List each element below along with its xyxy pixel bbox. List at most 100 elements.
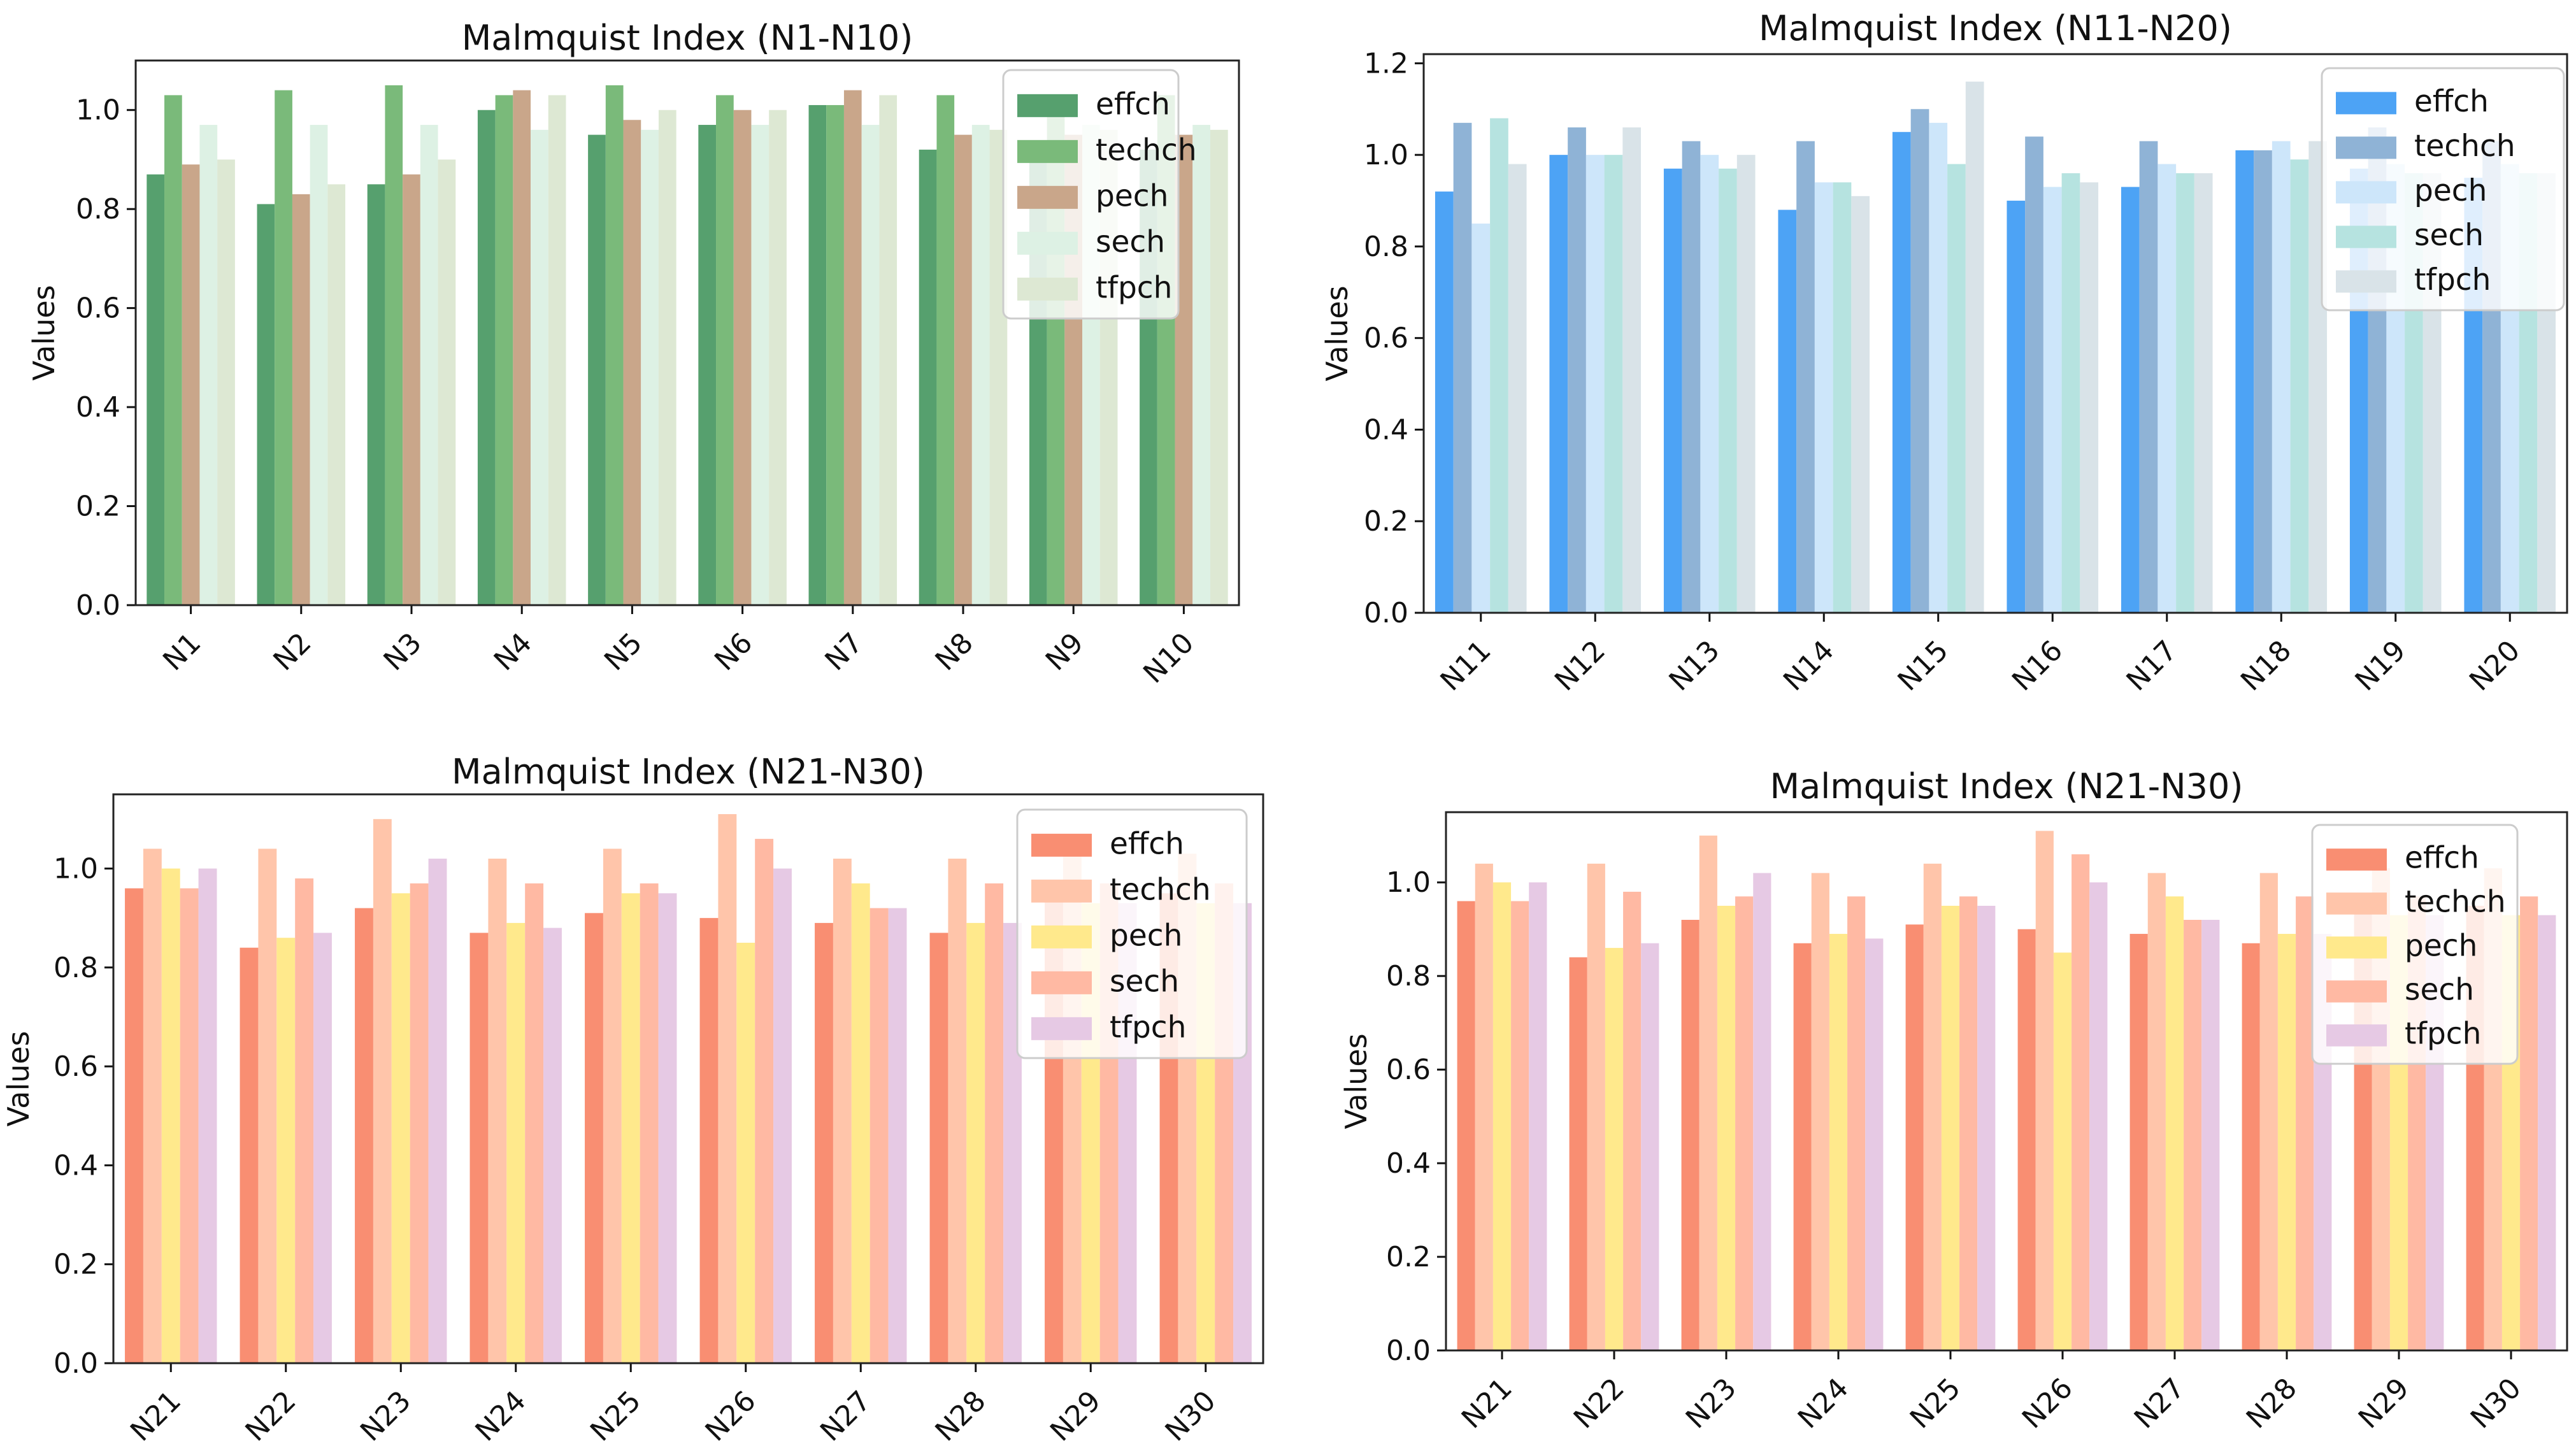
bar-tfpch-N10 bbox=[1210, 129, 1228, 605]
bar-tfpch-N4 bbox=[548, 95, 566, 606]
bar-tfpch-N15 bbox=[1965, 82, 1984, 613]
bar-tfpch-N12 bbox=[1622, 127, 1642, 613]
chart-title: Malmquist Index (N21-N30) bbox=[1770, 766, 2243, 806]
bar-sech-N7 bbox=[861, 125, 880, 605]
bar-tfpch-N5 bbox=[658, 110, 676, 605]
x-tick-label: N13 bbox=[1663, 634, 1726, 698]
x-tick-label: N27 bbox=[814, 1385, 877, 1448]
x-tick-label: N21 bbox=[1456, 1372, 1519, 1435]
bar-tfpch-N26 bbox=[2089, 882, 2108, 1350]
bar-effch-N26 bbox=[2017, 929, 2036, 1350]
legend-swatch-techch bbox=[1031, 879, 1092, 903]
bar-effch-N11 bbox=[1435, 191, 1454, 613]
legend-label-tfpch: tfpch bbox=[2405, 1017, 2481, 1052]
legend-box bbox=[2311, 824, 2519, 1065]
bar-sech-N16 bbox=[2061, 173, 2080, 613]
bar-tfpch-N22 bbox=[313, 933, 332, 1363]
x-tick-label: N24 bbox=[469, 1385, 533, 1448]
axes-frame bbox=[1422, 53, 2568, 614]
legend-swatch-effch bbox=[2336, 92, 2396, 115]
legend-label-techch: techch bbox=[2405, 885, 2506, 920]
bar-techch-N21 bbox=[143, 848, 162, 1363]
bar-techch-N23 bbox=[373, 819, 392, 1363]
bar-sech-N30 bbox=[2520, 896, 2538, 1350]
bar-techch-N28 bbox=[2259, 873, 2278, 1350]
chart-panel-4: Malmquist Index (N21-N30) Values 0.0 0.2 0.4… bbox=[1339, 766, 2568, 1435]
legend-swatch-tfpch bbox=[2326, 1024, 2387, 1047]
y-tick-label: 0.6 bbox=[54, 1050, 98, 1083]
legend-label-pech: pech bbox=[2414, 173, 2487, 208]
x-tick-label: N22 bbox=[240, 1385, 303, 1448]
bar-pech-N24 bbox=[1829, 934, 1848, 1350]
y-tick-label: 1.0 bbox=[1386, 866, 1431, 899]
axes-frame bbox=[112, 793, 1264, 1364]
y-tick-label: 0.8 bbox=[1386, 960, 1431, 992]
legend-label-pech: pech bbox=[1110, 919, 1182, 954]
bar-sech-N17 bbox=[2176, 173, 2194, 613]
bar-sech-N26 bbox=[755, 838, 774, 1363]
y-tick-label: 0.4 bbox=[1386, 1147, 1431, 1180]
bar-effch-N14 bbox=[1778, 210, 1797, 613]
bar-sech-N23 bbox=[410, 883, 429, 1363]
legend-box bbox=[1002, 69, 1180, 320]
legend-label-effch: effch bbox=[2405, 841, 2479, 876]
legend-label-pech: pech bbox=[1096, 179, 1168, 214]
y-tick-label: 0.8 bbox=[1364, 231, 1408, 263]
bar-effch-N12 bbox=[1549, 155, 1568, 613]
bar-effch-N8 bbox=[919, 149, 937, 606]
bar-effch-N28 bbox=[2242, 943, 2260, 1350]
bar-techch-N24 bbox=[488, 858, 507, 1363]
bar-pech-N23 bbox=[391, 893, 410, 1363]
bar-pech-N17 bbox=[2157, 164, 2177, 613]
bar-pech-N6 bbox=[733, 110, 752, 605]
x-tick-label: N26 bbox=[699, 1385, 762, 1448]
bar-techch-N11 bbox=[1453, 122, 1472, 613]
chart-title: Malmquist Index (N21-N30) bbox=[452, 752, 925, 792]
bar-techch-N24 bbox=[1811, 873, 1829, 1350]
legend-label-sech: sech bbox=[2414, 218, 2484, 253]
bar-techch-N21 bbox=[1475, 863, 1493, 1350]
bar-techch-N17 bbox=[2139, 141, 2158, 613]
bar-techch-N25 bbox=[1923, 863, 1942, 1350]
legend-swatch-effch bbox=[1017, 94, 1078, 117]
legend-swatch-effch bbox=[1031, 833, 1092, 857]
bar-techch-N26 bbox=[2035, 831, 2054, 1350]
bar-tfpch-N30 bbox=[2538, 915, 2556, 1350]
x-tick-label: N18 bbox=[2235, 634, 2298, 698]
bar-techch-N13 bbox=[1682, 141, 1701, 613]
bar-effch-N23 bbox=[355, 908, 373, 1363]
y-axis-label: Values bbox=[1320, 285, 1354, 381]
bar-effch-N21 bbox=[1457, 901, 1475, 1350]
y-tick-label: 0.2 bbox=[1386, 1241, 1431, 1273]
bar-effch-N22 bbox=[240, 947, 259, 1363]
legend-label-sech: sech bbox=[1110, 964, 1179, 999]
legend-swatch-techch bbox=[2336, 136, 2396, 159]
legend-label-techch: techch bbox=[2414, 129, 2515, 164]
legend-swatch-tfpch bbox=[1017, 277, 1078, 301]
bar-tfpch-N27 bbox=[2201, 920, 2220, 1350]
bar-techch-N3 bbox=[385, 85, 403, 605]
bar-pech-N21 bbox=[161, 868, 180, 1363]
x-tick-label: N23 bbox=[1680, 1372, 1743, 1435]
y-tick-label: 0.6 bbox=[1386, 1054, 1431, 1086]
x-tick-label: N23 bbox=[354, 1385, 417, 1448]
y-tick-label: 0.8 bbox=[76, 193, 120, 225]
bar-techch-N27 bbox=[2147, 873, 2166, 1350]
bar-pech-N7 bbox=[843, 90, 862, 606]
bar-techch-N4 bbox=[495, 95, 513, 606]
bar-techch-N18 bbox=[2254, 150, 2272, 613]
bar-pech-N16 bbox=[2043, 187, 2062, 613]
bar-sech-N25 bbox=[640, 883, 659, 1363]
bar-effch-N17 bbox=[2121, 187, 2140, 613]
x-tick-label: N11 bbox=[1435, 634, 1498, 698]
x-tick-label: N1 bbox=[157, 627, 207, 677]
bar-pech-N8 bbox=[954, 134, 972, 605]
bar-tfpch-N17 bbox=[2194, 173, 2213, 613]
bar-sech-N18 bbox=[2290, 159, 2309, 613]
y-tick-label: 1.0 bbox=[76, 94, 120, 127]
chart-panel-2: Malmquist Index (N11-N20) Values 0.0 0.2 0.4… bbox=[1320, 8, 2568, 698]
x-tick-label: N20 bbox=[2463, 634, 2526, 698]
legend-swatch-techch bbox=[1017, 140, 1078, 163]
bar-tfpch-N25 bbox=[658, 893, 677, 1363]
bar-effch-N15 bbox=[1892, 132, 1911, 613]
